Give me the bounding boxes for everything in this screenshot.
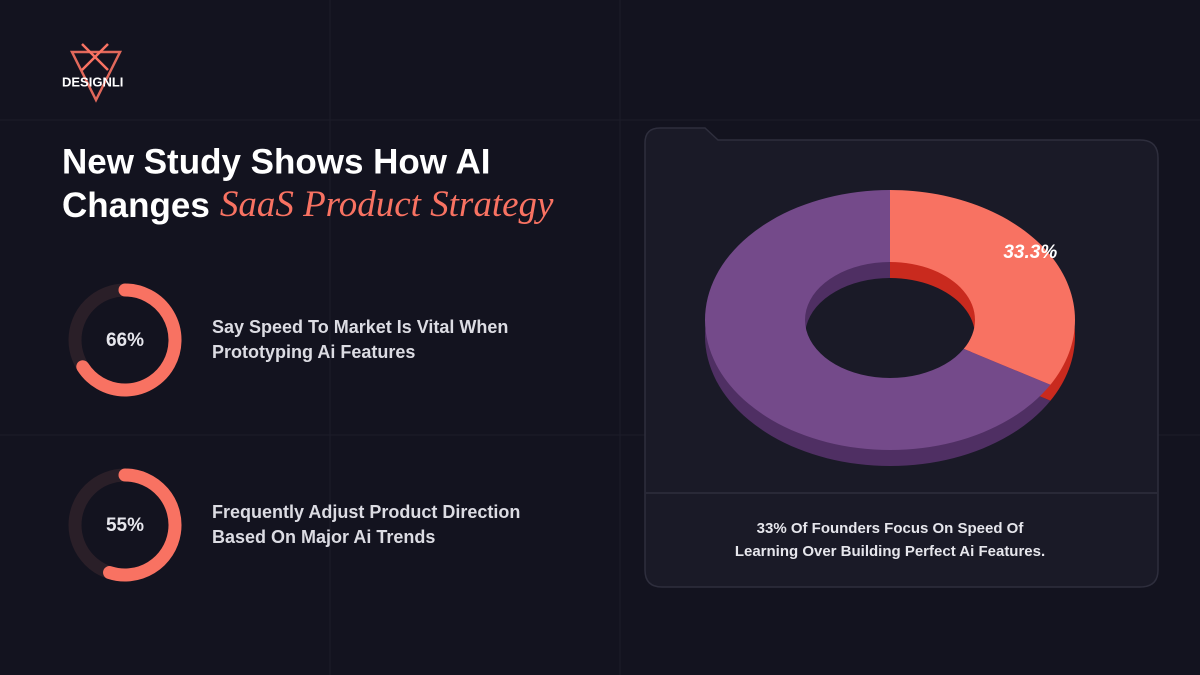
- ring-arc: [103, 468, 182, 582]
- title-line: New Study Shows How AI: [62, 142, 490, 181]
- title-line: Changes SaaS Product Strategy: [62, 184, 554, 225]
- panel-caption: 33% Of Founders Focus On Speed Of: [757, 520, 1025, 537]
- stat-caption: Say Speed To Market Is Vital When: [212, 317, 508, 337]
- ring-value: 55%: [106, 515, 144, 536]
- title-accent: SaaS Product Strategy: [220, 184, 554, 225]
- panel-caption: Learning Over Building Perfect Ai Featur…: [735, 543, 1045, 560]
- slice: [890, 190, 1075, 385]
- title-plain: Changes: [62, 186, 210, 225]
- stat-caption: Based On Major Ai Trends: [212, 527, 435, 547]
- stat-caption: Prototyping Ai Features: [212, 342, 415, 362]
- ring-arc: [76, 283, 182, 397]
- logo: [69, 43, 123, 103]
- stat-caption: Frequently Adjust Product Direction: [212, 502, 520, 522]
- slice: [705, 190, 1051, 450]
- brand: DESIGNLI: [62, 74, 123, 89]
- ring-value: 66%: [106, 330, 144, 351]
- slice-label: 33.3%: [1003, 242, 1057, 263]
